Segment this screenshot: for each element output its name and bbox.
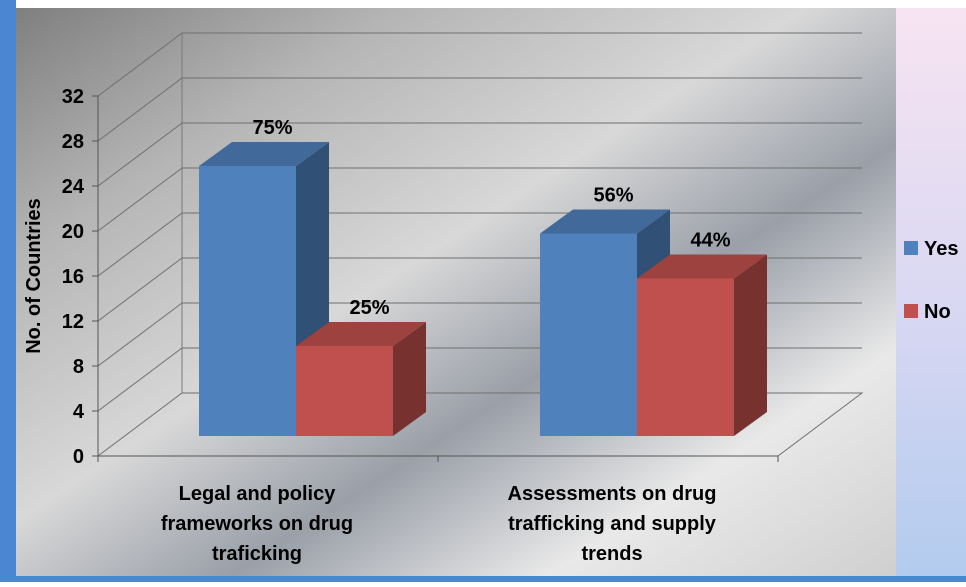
gridline-side — [97, 122, 183, 187]
gridline-side — [97, 77, 183, 142]
x-category-label: frameworks on drug — [161, 513, 353, 535]
data-label: 75% — [252, 117, 292, 139]
y-tick-label: 32 — [62, 86, 84, 108]
x-category-label: Legal and policy — [179, 483, 337, 505]
bar-top-face — [199, 142, 329, 166]
bar-no-1 — [296, 322, 426, 436]
bar-top-face — [637, 254, 767, 279]
gridline-side — [97, 257, 183, 322]
gridline-side — [97, 347, 183, 412]
x-category-label: Assessments on drug — [508, 483, 717, 505]
legend-swatch-no — [904, 304, 918, 318]
gridline-side — [97, 212, 183, 277]
y-tick-label: 20 — [62, 221, 84, 243]
y-tick-label: 8 — [73, 356, 84, 378]
bar-top-face — [540, 209, 670, 234]
data-label: 44% — [690, 230, 730, 252]
x-category-label: trafficking and supply — [508, 513, 717, 535]
bar-top-face — [296, 322, 426, 346]
gridline-side — [97, 32, 183, 97]
y-tick-label: 12 — [62, 311, 84, 333]
bar-no-2 — [637, 254, 767, 436]
gridline-side — [97, 167, 183, 232]
x-category-label: traficking — [212, 543, 302, 565]
y-tick-label: 24 — [62, 176, 85, 198]
gridline-side — [97, 302, 183, 367]
x-category-label: trends — [581, 543, 642, 565]
bar-front-face — [540, 233, 637, 436]
y-axis-title: No. of Countries — [23, 198, 45, 354]
y-tick-label: 4 — [73, 401, 85, 423]
bar-front-face — [199, 166, 296, 436]
data-label: 25% — [349, 297, 389, 319]
y-tick-label: 28 — [62, 131, 84, 153]
bar-front-face — [296, 346, 393, 436]
legend-label-no: No — [924, 301, 951, 323]
legend-label-yes: Yes — [924, 238, 958, 260]
y-tick-label: 0 — [73, 446, 84, 468]
data-label: 56% — [593, 185, 633, 207]
y-tick-label: 16 — [62, 266, 84, 288]
bar-side-face — [393, 322, 426, 436]
bar-side-face — [734, 254, 767, 436]
bar-front-face — [637, 278, 734, 436]
legend-background — [896, 8, 966, 578]
legend-swatch-yes — [904, 241, 918, 255]
